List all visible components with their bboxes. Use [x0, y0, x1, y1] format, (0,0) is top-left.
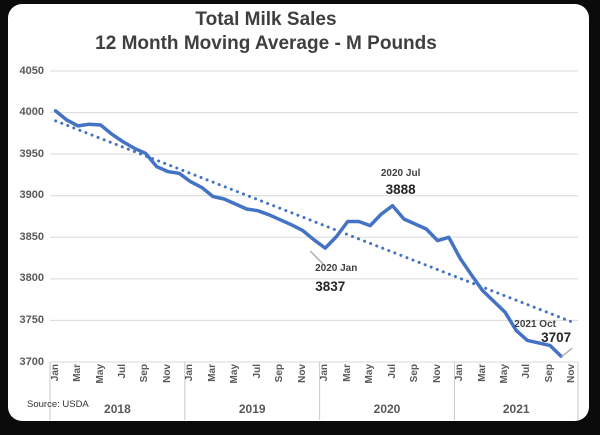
x-tick-label: May [94, 364, 106, 384]
annotation-value: 3707 [541, 330, 572, 346]
annotation-leader [309, 250, 324, 265]
annotation-label: 2020 Jul [380, 167, 421, 179]
y-tick-label: 3700 [19, 355, 44, 368]
x-tick-label: Sep [274, 364, 286, 383]
source-note: Source: USDA [27, 399, 89, 410]
x-tick-label: May [498, 364, 510, 384]
y-tick-label: 3750 [19, 313, 44, 326]
x-tick-label: May [229, 364, 241, 384]
annotation-value: 3837 [315, 279, 346, 295]
x-tick-label: Jan [454, 364, 466, 382]
annotation-label: 2021 Oct [514, 319, 556, 331]
x-tick-label: Nov [566, 364, 578, 383]
x-tick-label: Nov [431, 364, 443, 383]
milk-sales-line [53, 109, 563, 358]
x-tick-label: Jul [521, 364, 533, 379]
x-tick-label: Mar [341, 364, 353, 382]
year-label: 2019 [238, 402, 266, 416]
annotation-leader [560, 347, 573, 358]
chart-subtitle: 12 Month Moving Average - M Pounds [95, 33, 437, 54]
y-tick-label: 3900 [19, 189, 44, 202]
annotation-value: 3888 [385, 181, 416, 197]
x-tick-label: Jan [49, 364, 61, 382]
chart-title: Total Milk Sales [195, 9, 337, 30]
y-tick-label: 3800 [19, 272, 44, 285]
annotation-label: 2020 Jan [315, 263, 358, 275]
y-tick-label: 4050 [19, 64, 44, 77]
year-label: 2020 [373, 402, 401, 416]
x-tick-label: Jul [117, 364, 129, 379]
chart-panel [8, 4, 589, 421]
x-tick-label: Sep [139, 364, 151, 383]
x-tick-label: Nov [161, 364, 173, 383]
x-tick-label: Mar [72, 364, 84, 382]
x-tick-label: May [364, 364, 376, 384]
x-tick-label: Jan [184, 364, 196, 382]
y-tick-label: 4000 [19, 106, 44, 119]
x-tick-label: Jul [251, 364, 263, 379]
year-label: 2018 [104, 402, 131, 416]
x-tick-label: Mar [206, 364, 218, 382]
x-tick-label: Sep [543, 364, 555, 383]
x-tick-label: Mar [476, 364, 488, 382]
x-tick-label: Jul [386, 364, 398, 379]
y-tick-label: 3850 [19, 230, 44, 243]
x-tick-label: Nov [296, 364, 308, 383]
x-tick-label: Jan [319, 364, 331, 382]
x-tick-label: Sep [409, 364, 421, 383]
trendline [54, 119, 574, 324]
year-label: 2021 [502, 402, 530, 416]
y-tick-label: 3950 [19, 147, 44, 160]
